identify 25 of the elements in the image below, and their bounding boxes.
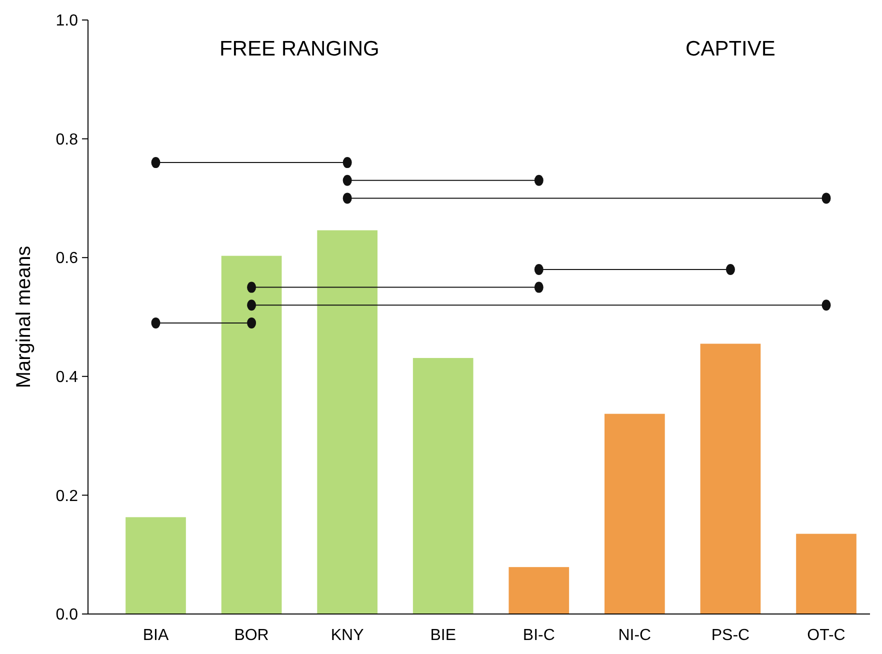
annotation: FREE RANGING xyxy=(220,38,380,61)
y-tick-label: 0.2 xyxy=(56,488,78,505)
y-axis-title: Marginal means xyxy=(13,246,35,388)
y-tick-label: 0.8 xyxy=(56,131,78,148)
bar xyxy=(508,567,570,614)
bar xyxy=(700,344,761,614)
x-tick-label: OT-C xyxy=(807,627,846,644)
bar xyxy=(317,230,378,614)
x-tick-label: KNY xyxy=(330,627,364,644)
annotation: CAPTIVE xyxy=(686,38,776,61)
x-tick-label: BI-C xyxy=(522,627,555,644)
x-tick-label: BIE xyxy=(430,627,456,644)
y-tick-label: 0.6 xyxy=(56,250,78,268)
x-tick-label: BOR xyxy=(234,627,269,644)
bar xyxy=(412,358,474,614)
y-tick-label: 0.0 xyxy=(56,606,78,624)
y-tick-label: 0.4 xyxy=(56,369,78,386)
bar xyxy=(796,534,856,614)
bar xyxy=(221,256,282,614)
x-tick-label: BIA xyxy=(142,627,169,644)
x-tick-label: PS-C xyxy=(711,627,750,644)
x-tick-label: NI-C xyxy=(618,627,652,644)
y-tick-label: 1.0 xyxy=(56,12,78,30)
bar xyxy=(604,414,665,614)
bar xyxy=(126,517,186,614)
